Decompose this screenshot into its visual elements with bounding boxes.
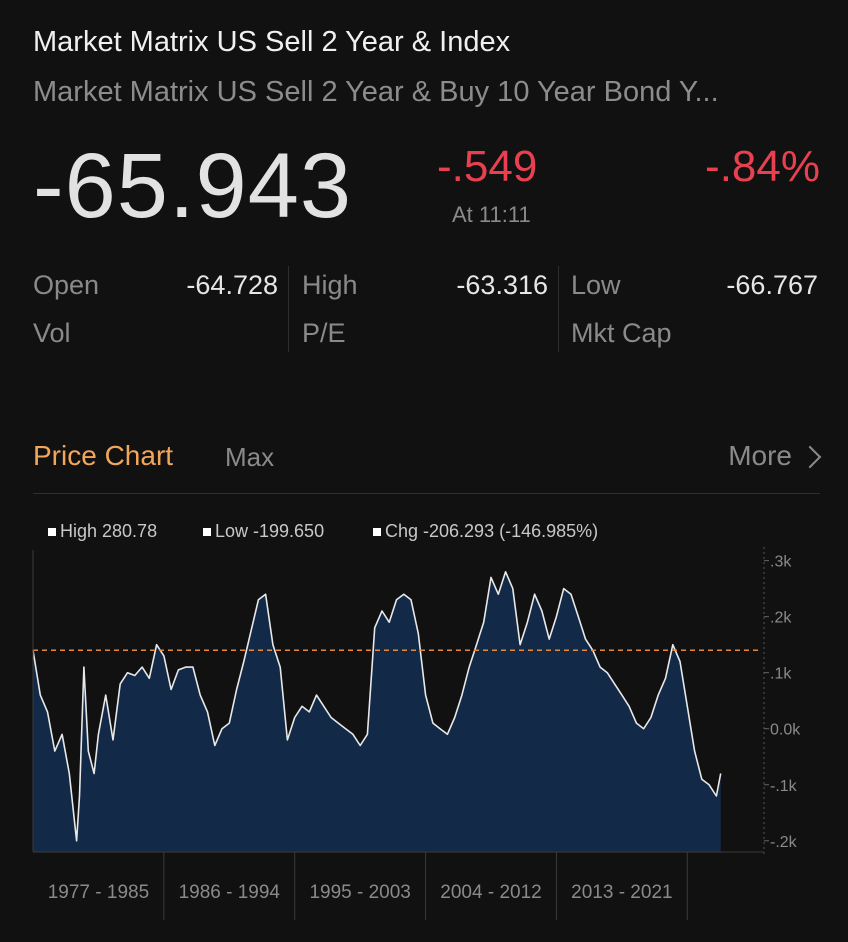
- legend-marker: [203, 528, 211, 536]
- high-value: -63.316: [456, 270, 548, 300]
- legend-marker: [48, 528, 56, 536]
- open-value: -64.728: [186, 270, 278, 300]
- chart-axes: [32, 547, 765, 856]
- y-tick-label: 0.0k: [770, 722, 801, 739]
- open-label: Open: [33, 270, 100, 300]
- section-divider: [33, 493, 820, 494]
- legend-entry: Chg -206.293 (-146.985%): [385, 521, 598, 541]
- last-price: -65.943: [33, 135, 353, 237]
- x-category-label: 1977 - 1985: [48, 882, 149, 903]
- y-axis-ticks: -.2k -.1k 0.0k .1k .2k .3k: [764, 554, 801, 851]
- legend-entry: Low -199.650: [215, 521, 324, 541]
- y-tick-label: .1k: [770, 666, 792, 683]
- page-title: Market Matrix US Sell 2 Year & Index: [33, 26, 511, 58]
- x-category-label: 2013 - 2021: [571, 882, 672, 903]
- legend-marker: [373, 528, 381, 536]
- x-category-label: 1986 - 1994: [179, 882, 281, 903]
- y-tick-label: .3k: [770, 554, 792, 571]
- y-tick-label: .2k: [770, 610, 792, 627]
- y-tick-label: -.2k: [770, 834, 798, 851]
- high-label: High: [302, 270, 358, 300]
- price-area: [33, 571, 721, 852]
- mktcap-label: Mkt Cap: [571, 318, 672, 348]
- price-change: -.549: [437, 142, 538, 191]
- legend-entry: High 280.78: [60, 521, 157, 541]
- price-line: [32, 571, 722, 842]
- stats-divider: [288, 266, 289, 352]
- more-label: More: [728, 440, 792, 471]
- low-label: Low: [571, 270, 621, 300]
- chart-legend: High 280.78 Low -199.650 Chg -206.293 (-14…: [48, 521, 598, 541]
- vol-label: Vol: [33, 318, 71, 348]
- low-value: -66.767: [726, 270, 818, 300]
- y-tick-label: -.1k: [770, 778, 798, 795]
- x-category-label: 1995 - 2003: [309, 882, 410, 903]
- price-chart[interactable]: High 280.78 Low -199.650 Chg -206.293 (-14…: [0, 500, 848, 942]
- price-change-percent: -.84%: [705, 142, 820, 191]
- x-axis-categories: 1977 - 1985 1986 - 1994 1995 - 2003 2004 - …: [48, 852, 688, 920]
- stats-divider: [558, 266, 559, 352]
- page-subtitle: Market Matrix US Sell 2 Year & Buy 10 Ye…: [33, 76, 719, 108]
- more-button[interactable]: More: [728, 440, 822, 472]
- pe-label: P/E: [302, 318, 346, 348]
- x-category-label: 2004 - 2012: [440, 882, 541, 903]
- tab-price-chart[interactable]: Price Chart: [33, 440, 174, 471]
- quote-time: At 11:11: [452, 202, 531, 227]
- chevron-right-icon: [798, 445, 822, 469]
- range-selector[interactable]: Max: [225, 442, 275, 472]
